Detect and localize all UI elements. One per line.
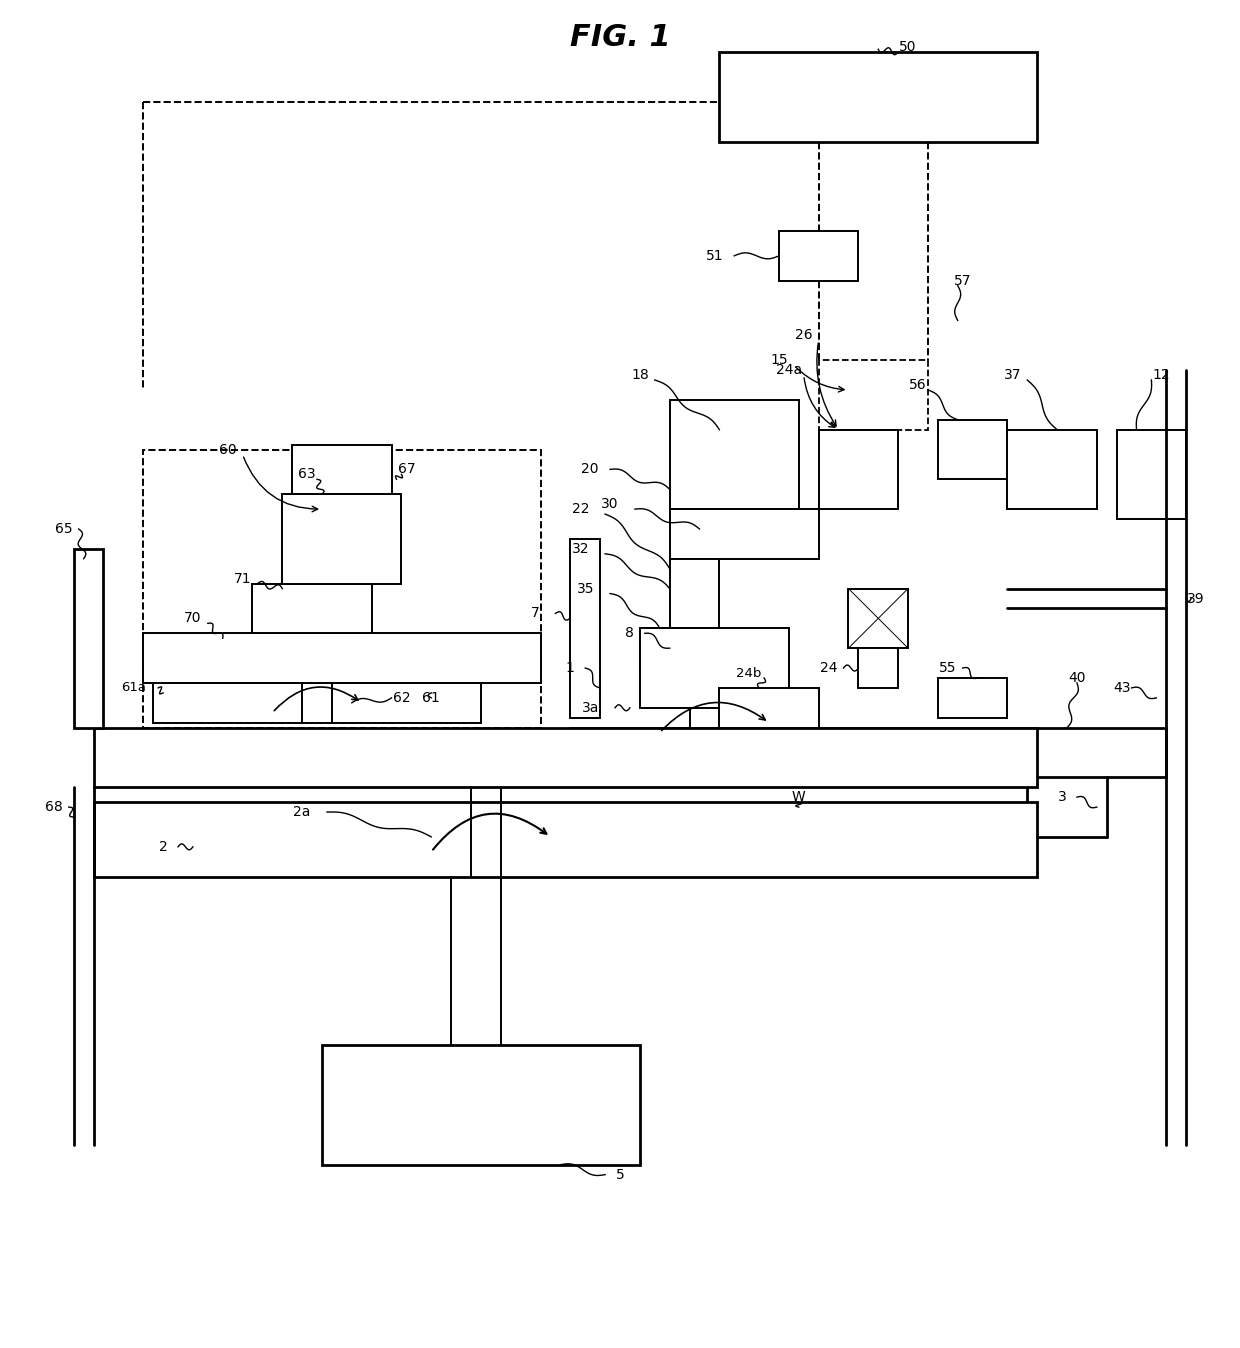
Text: W: W <box>792 790 806 805</box>
Bar <box>719 53 1037 142</box>
Text: 55: 55 <box>939 661 956 675</box>
Bar <box>670 559 719 628</box>
Bar <box>144 634 541 683</box>
Text: 3: 3 <box>1058 790 1066 805</box>
Text: 12: 12 <box>1152 368 1171 381</box>
Bar <box>937 678 1007 717</box>
Text: 71: 71 <box>234 572 252 585</box>
Text: 67: 67 <box>398 462 415 476</box>
Text: 37: 37 <box>1003 368 1021 381</box>
Text: 65: 65 <box>55 522 73 537</box>
Text: 51: 51 <box>706 249 723 263</box>
Text: 2: 2 <box>159 840 167 853</box>
Text: 24: 24 <box>820 661 837 675</box>
Text: 61: 61 <box>423 690 440 705</box>
Bar <box>570 539 600 717</box>
Text: 18: 18 <box>631 368 649 381</box>
Text: 62: 62 <box>393 690 410 705</box>
Bar <box>858 648 898 687</box>
Text: 15: 15 <box>770 353 787 367</box>
Text: 32: 32 <box>572 542 589 555</box>
Text: 5: 5 <box>615 1167 625 1182</box>
Bar <box>1117 430 1187 519</box>
Bar <box>253 584 372 634</box>
Bar <box>818 360 928 430</box>
Text: 30: 30 <box>601 497 619 511</box>
Text: 2a: 2a <box>294 805 311 820</box>
Text: 35: 35 <box>577 581 594 596</box>
Bar <box>570 728 1167 778</box>
Bar <box>1007 430 1096 510</box>
Text: 24b: 24b <box>737 666 761 679</box>
Text: 39: 39 <box>1187 592 1205 605</box>
Text: 50: 50 <box>899 40 916 54</box>
Text: 40: 40 <box>1068 671 1086 685</box>
Text: 22: 22 <box>572 501 589 516</box>
Bar <box>144 449 541 728</box>
Text: 20: 20 <box>582 462 599 476</box>
Bar <box>670 510 818 559</box>
Bar <box>293 445 392 495</box>
Text: 56: 56 <box>909 377 926 392</box>
Text: 57: 57 <box>954 274 971 287</box>
Text: 7: 7 <box>531 607 539 620</box>
Text: 68: 68 <box>45 801 63 814</box>
Text: 60: 60 <box>218 442 237 457</box>
Bar <box>283 495 402 584</box>
Bar <box>848 589 908 648</box>
Bar <box>93 802 1037 876</box>
Bar <box>818 430 898 510</box>
Text: 3a: 3a <box>582 701 599 714</box>
Text: 70: 70 <box>184 612 202 625</box>
Bar <box>73 549 103 728</box>
Bar <box>779 231 858 280</box>
Text: 24a: 24a <box>776 363 802 377</box>
Text: 1: 1 <box>565 661 575 675</box>
Bar <box>937 419 1007 480</box>
Text: 61a: 61a <box>120 681 146 694</box>
Bar <box>719 687 818 737</box>
Bar <box>670 400 799 510</box>
Text: 26: 26 <box>795 329 812 342</box>
Bar <box>322 1046 640 1165</box>
Text: FIG. 1: FIG. 1 <box>569 23 671 51</box>
Bar <box>93 728 1037 787</box>
Text: 8: 8 <box>625 627 635 640</box>
Text: 43: 43 <box>1112 681 1131 696</box>
Text: 63: 63 <box>299 468 316 481</box>
Bar <box>154 683 481 723</box>
Bar <box>640 628 719 669</box>
Bar <box>640 628 789 708</box>
